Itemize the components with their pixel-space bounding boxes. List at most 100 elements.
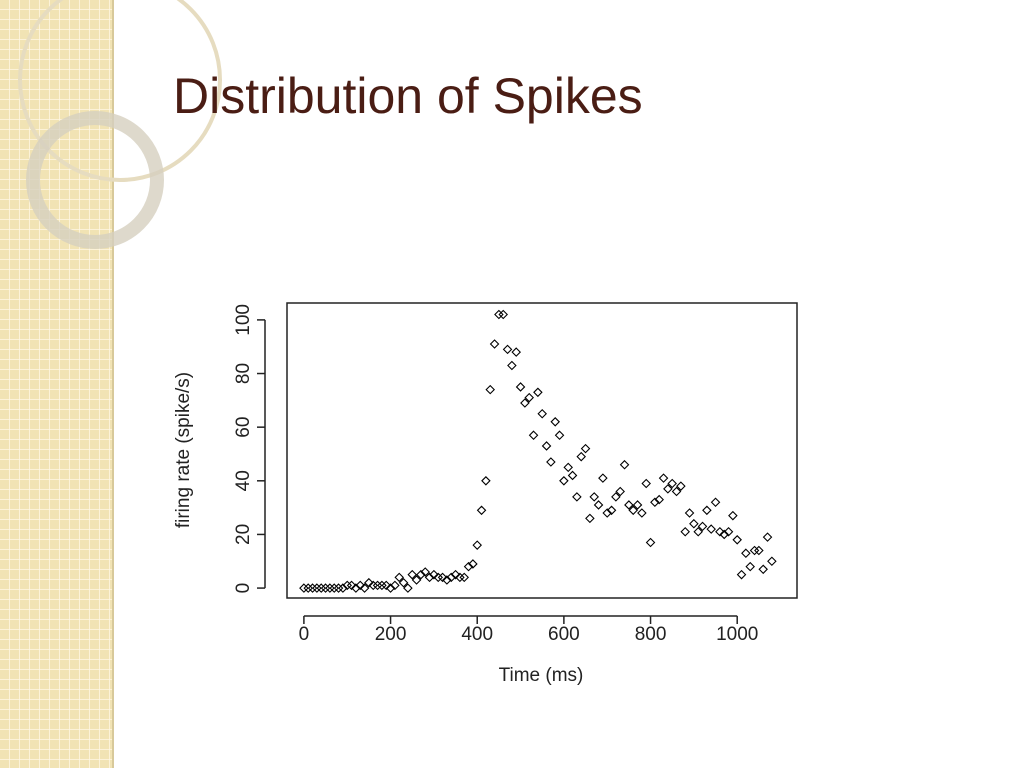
point [390,580,400,591]
point [745,561,755,572]
point [576,451,586,462]
point [615,486,625,497]
point [684,508,695,518]
point [567,470,578,481]
point [459,572,469,583]
point [307,583,318,593]
point [312,583,322,593]
y-tick-label: 40 [233,470,254,491]
point [320,583,331,593]
point [303,583,314,593]
plot-box [286,302,798,599]
point [507,360,517,371]
point [498,309,508,320]
point [572,492,582,502]
point [728,510,738,521]
point [602,508,612,518]
point [580,443,591,454]
point [606,505,617,516]
point [559,476,569,486]
point [723,526,734,537]
point [702,505,712,516]
point [325,583,335,593]
x-tick-label: 1000 [716,624,758,645]
point [563,462,573,473]
x-tick-label: 800 [635,624,667,645]
x-tick-label: 200 [375,624,407,645]
x-tick-label: 400 [461,624,493,645]
point [494,309,504,320]
point [541,441,552,451]
point [754,545,764,556]
y-tick-label: 0 [233,583,254,594]
point [663,484,673,494]
point [372,580,383,591]
point [481,476,491,486]
point [637,508,647,518]
point [680,526,690,537]
point [355,580,366,591]
point [546,457,556,467]
point [537,408,547,419]
point [589,492,599,502]
point [416,569,426,580]
x-tick-label: 600 [548,624,580,645]
point [645,537,656,548]
point [394,572,405,583]
point [433,572,444,583]
deco-circle [26,111,164,249]
point [437,572,448,583]
point [732,535,742,545]
point [658,473,669,483]
point [650,497,660,508]
point [338,583,348,593]
point [550,417,560,427]
point [463,561,474,572]
point [624,500,634,510]
y-axis-label: firing rate (spike/s) [173,372,194,528]
point [671,486,682,497]
point [351,583,361,593]
y-tick-label: 60 [233,417,254,438]
point [749,545,760,556]
point [528,430,539,440]
point [364,577,374,588]
y-tick-label: 80 [233,363,254,384]
point [450,569,461,580]
point [398,577,409,588]
point [758,564,768,575]
point [741,548,751,558]
point [476,505,487,516]
point [611,492,621,502]
y-tick-label: 100 [233,304,254,336]
point [502,344,513,355]
point [706,524,716,534]
deco-circle [18,0,222,182]
point [585,513,595,524]
point [359,583,370,593]
point [719,529,729,540]
point [676,481,686,491]
point [489,339,500,349]
point [515,382,526,392]
point [429,569,439,580]
point [442,575,452,585]
point [420,567,431,577]
point [377,580,387,591]
point [736,569,747,580]
point [446,572,457,583]
slide-title: Distribution of Spikes [173,68,643,124]
point [632,500,643,510]
point [472,540,482,550]
point [316,583,327,593]
point [628,505,638,516]
point [407,569,418,580]
point [381,580,392,591]
point [468,559,478,569]
point [598,473,608,483]
point [403,583,413,593]
point [385,583,396,593]
point [524,392,534,403]
point [715,526,725,537]
